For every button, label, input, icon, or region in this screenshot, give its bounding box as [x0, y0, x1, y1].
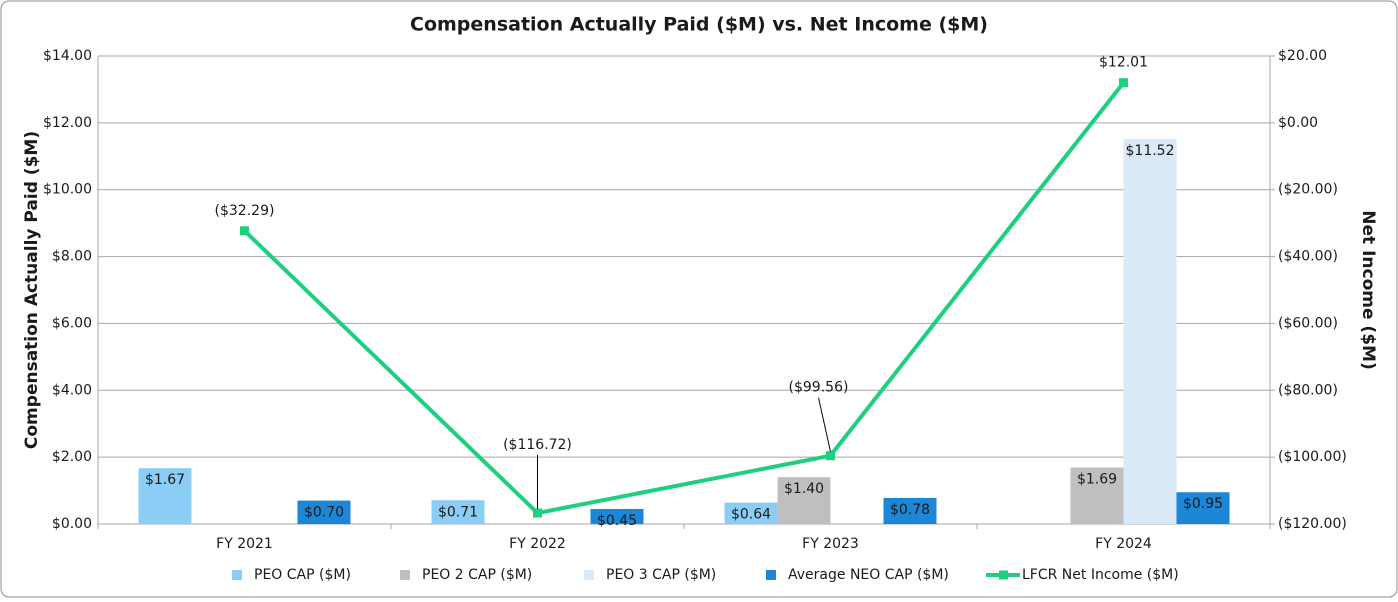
y-tick-label: $12.00 [43, 115, 92, 131]
y-tick-label: $10.00 [43, 182, 92, 198]
y2-axis-title: Net Income ($M) [1358, 210, 1378, 369]
y2-tick-label: $0.00 [1278, 115, 1318, 131]
bar [1070, 467, 1124, 524]
bar-value-label: $11.52 [1126, 143, 1175, 159]
bar [431, 500, 485, 524]
bar-value-label: $0.70 [304, 505, 344, 521]
bar-value-label: $0.78 [890, 502, 930, 518]
y2-tick-label: ($20.00) [1278, 182, 1338, 198]
bar [883, 497, 937, 524]
legend-label: PEO CAP ($M) [254, 567, 351, 583]
y2-tick-label: ($100.00) [1278, 449, 1347, 465]
x-tick-label: FY 2023 [802, 536, 859, 552]
legend-swatch [999, 570, 1008, 580]
bar [138, 468, 192, 524]
bar [1123, 138, 1177, 524]
line-value-label: $12.01 [1099, 55, 1148, 71]
bar-value-label: $1.67 [145, 472, 185, 488]
bar-value-label: $0.71 [438, 504, 478, 520]
y-tick-label: $14.00 [43, 48, 92, 64]
bar [590, 508, 644, 524]
y-tick-label: $8.00 [52, 249, 92, 265]
line-marker [533, 508, 542, 518]
y-tick-label: $2.00 [52, 449, 92, 465]
bar-value-label: $1.40 [784, 481, 824, 497]
y-tick-label: $4.00 [52, 382, 92, 398]
legend-swatch [766, 570, 776, 580]
line-marker [826, 451, 835, 461]
bar [724, 502, 778, 524]
y2-tick-label: ($120.00) [1278, 516, 1347, 532]
bar-value-label: $0.64 [731, 507, 771, 523]
bar-value-label: $1.69 [1077, 472, 1117, 488]
bar-value-label: $0.95 [1183, 496, 1223, 512]
bar-value-label: $0.45 [597, 513, 637, 529]
legend-label: Average NEO CAP ($M) [788, 567, 949, 583]
y-axis-title: Compensation Actually Paid ($M) [22, 131, 42, 449]
x-tick-label: FY 2021 [216, 536, 273, 552]
y-tick-label: $0.00 [52, 516, 92, 532]
chart-title: Compensation Actually Paid ($M) vs. Net … [410, 14, 988, 36]
legend-label: LFCR Net Income ($M) [1022, 567, 1179, 583]
legend-label: PEO 2 CAP ($M) [422, 567, 532, 583]
line [243, 81, 1126, 516]
y2-tick-label: ($40.00) [1278, 249, 1338, 265]
bar [1176, 492, 1230, 524]
y2-tick-label: ($60.00) [1278, 315, 1338, 331]
y-tick-label: $6.00 [52, 315, 92, 331]
legend-swatch [400, 570, 410, 580]
y2-tick-label: $20.00 [1278, 48, 1327, 64]
x-tick-label: FY 2024 [1095, 536, 1152, 552]
line-marker [240, 226, 249, 236]
line-value-label: ($32.29) [215, 203, 275, 219]
x-tick-label: FY 2022 [509, 536, 566, 552]
leader-line [818, 397, 831, 452]
y2-tick-label: ($80.00) [1278, 382, 1338, 398]
bar [777, 477, 831, 524]
bar [297, 500, 351, 524]
legend-label: PEO 3 CAP ($M) [606, 567, 716, 583]
line-value-label: ($116.72) [503, 437, 572, 453]
line-value-label: ($99.56) [789, 380, 849, 396]
legend-swatch [584, 570, 594, 580]
legend-swatch [232, 570, 242, 580]
line-marker [1119, 78, 1128, 88]
